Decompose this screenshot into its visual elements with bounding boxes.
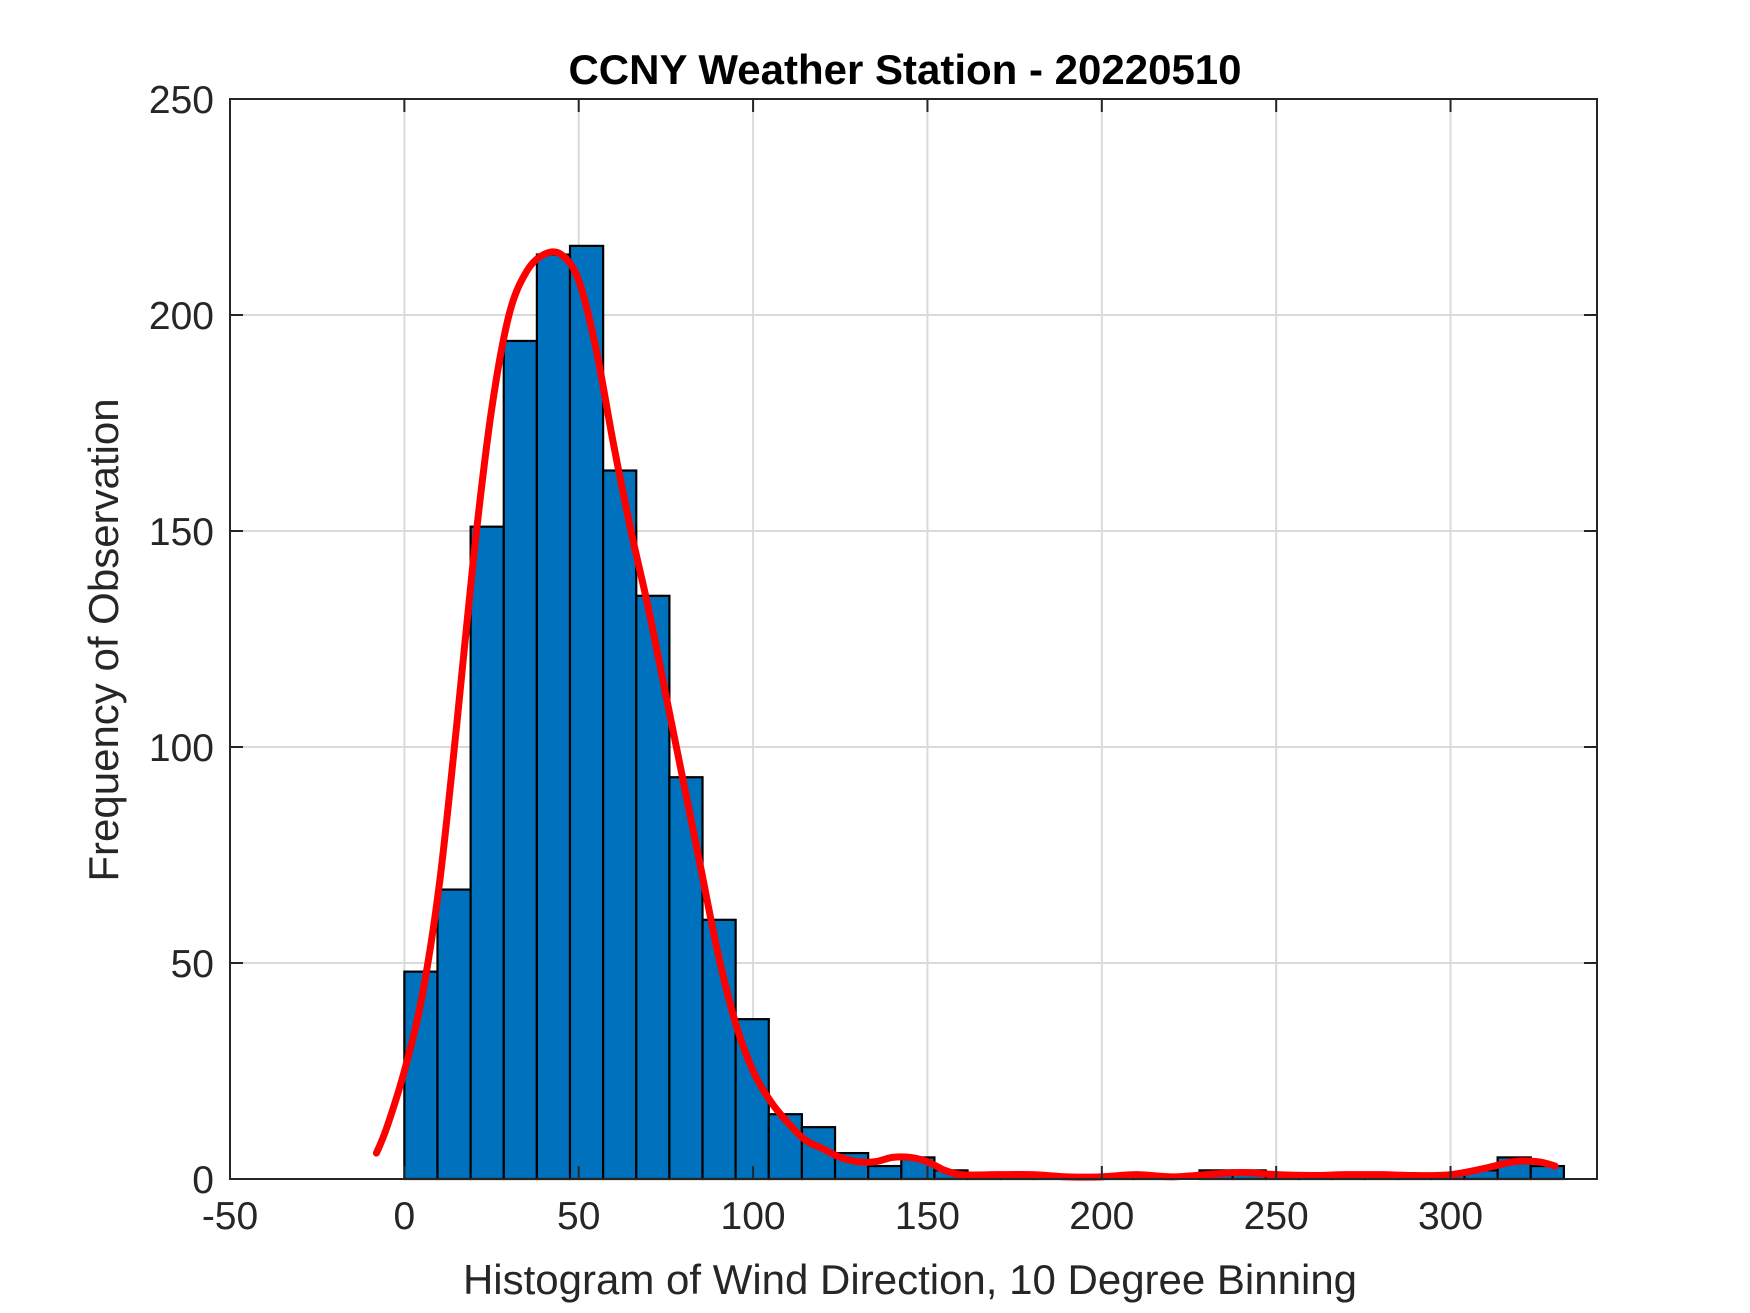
histogram-bar: [535, 253, 572, 1181]
x-tick-label: 50: [557, 1195, 600, 1238]
y-tick-label: 100: [149, 727, 214, 770]
histogram-bar: [1529, 1164, 1565, 1181]
histogram-bar: [436, 888, 472, 1181]
chart-title: CCNY Weather Station - 20220510: [568, 46, 1241, 93]
x-tick-label: -50: [202, 1195, 258, 1238]
histogram-bar: [867, 1164, 903, 1181]
y-tick-label: 0: [192, 1159, 214, 1202]
x-tick-label: 300: [1418, 1195, 1483, 1238]
x-tick-label: 100: [721, 1195, 786, 1238]
y-tick-labels: 0 50 100 150 200 250: [149, 79, 214, 1202]
fit-curve-line: [372, 248, 1559, 1181]
plot-area-frame: [229, 98, 1598, 1180]
y-tick-label: 250: [149, 79, 214, 122]
x-tick-label: 0: [394, 1195, 416, 1238]
x-axis-label: Histogram of Wind Direction, 10 Degree B…: [463, 1256, 1357, 1303]
histogram-bar: [602, 469, 638, 1181]
y-tick-label: 150: [149, 511, 214, 554]
x-tick-labels: -50 0 50 100 150 200 250 300: [202, 1195, 1483, 1238]
x-tick-label: 200: [1069, 1195, 1134, 1238]
histogram-bar: [502, 339, 538, 1181]
y-tick-label: 50: [171, 943, 214, 986]
histogram-bars: [403, 244, 1565, 1181]
x-tick-label: 150: [895, 1195, 960, 1238]
y-axis-label: Frequency of Observation: [80, 398, 127, 881]
y-tick-label: 200: [149, 295, 214, 338]
axis-ticks: [229, 98, 1597, 1180]
x-tick-label: 250: [1244, 1195, 1309, 1238]
histogram-bar: [568, 244, 605, 1181]
histogram-bar: [469, 525, 505, 1181]
